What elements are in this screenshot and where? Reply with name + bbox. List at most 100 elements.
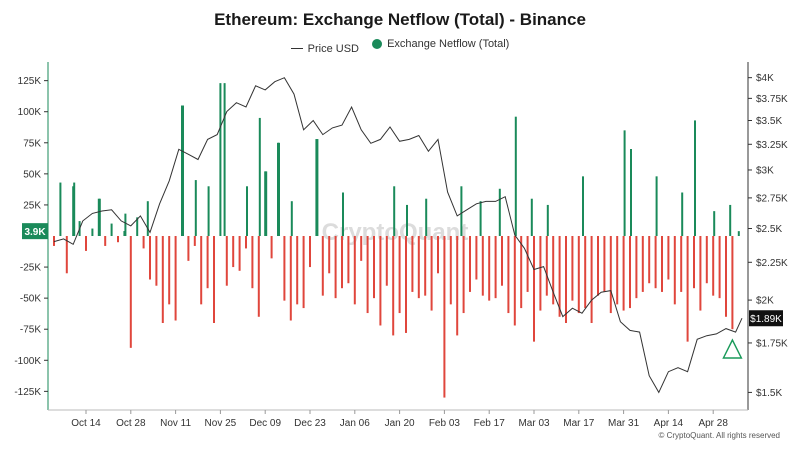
netflow-bar [258, 117, 261, 236]
netflow-bar [597, 236, 599, 296]
netflow-bar [405, 236, 407, 333]
netflow-bar [245, 236, 247, 249]
netflow-bar [149, 236, 151, 280]
right-tick-label: $3.25K [756, 140, 788, 151]
chart-title: Ethereum: Exchange Netflow (Total) - Bin… [214, 10, 586, 29]
netflow-bar [673, 236, 676, 305]
netflow-bar [168, 236, 171, 305]
x-tick-label: Jan 20 [385, 418, 415, 429]
netflow-bar [552, 236, 555, 305]
netflow-bar [302, 236, 305, 309]
netflow-bar [85, 236, 87, 251]
netflow-bar [257, 236, 260, 317]
netflow-bar [104, 236, 107, 246]
left-tick-label: 50K [23, 169, 41, 180]
netflow-bar [296, 236, 299, 305]
netflow-bar [321, 236, 324, 296]
x-tick-label: Apr 14 [654, 418, 684, 429]
netflow-bar [91, 228, 94, 236]
left-tick-label: -100K [14, 356, 41, 367]
netflow-bar [342, 192, 344, 236]
legend-item-netflow[interactable]: Exchange Netflow (Total) [372, 38, 509, 50]
right-tick-label: $2K [756, 296, 774, 307]
netflow-bar [443, 236, 446, 398]
netflow-bar [558, 236, 561, 317]
x-tick-label: Feb 17 [474, 418, 506, 429]
netflow-bar [225, 236, 228, 286]
x-tick-label: Mar 03 [518, 418, 550, 429]
netflow-bar [347, 236, 350, 284]
netflow-bar [530, 198, 533, 236]
netflow-bar [53, 236, 55, 246]
netflow-bar [341, 236, 343, 289]
right-tick-label: $4K [756, 73, 774, 84]
netflow-bar [430, 236, 433, 311]
netflow-bar [200, 236, 203, 305]
netflow-bar [142, 236, 145, 249]
netflow-bar [513, 236, 516, 326]
current-price-label: $1.89K [750, 314, 782, 325]
netflow-bar [571, 236, 574, 301]
legend-item-price[interactable]: Price USD [290, 42, 359, 55]
netflow-bar [246, 186, 248, 236]
x-tick-label: Jan 06 [340, 418, 370, 429]
netflow-bar [654, 236, 657, 289]
netflow-bar [411, 236, 414, 292]
left-tick-label: -50K [20, 294, 41, 305]
netflow-bar [514, 116, 517, 236]
netflow-bar [590, 236, 593, 323]
netflow-bar [290, 201, 293, 236]
netflow-bar [629, 236, 631, 309]
netflow-bar [705, 236, 708, 284]
netflow-bar [393, 186, 396, 236]
netflow-bar [124, 213, 127, 236]
netflow-bar [460, 186, 463, 236]
netflow-bar [117, 236, 119, 243]
netflow-bar [609, 236, 612, 314]
netflow-bar [623, 130, 626, 236]
right-tick-label: $2.25K [756, 258, 788, 269]
x-tick-label: Nov 11 [160, 418, 191, 429]
netflow-bar [533, 236, 535, 342]
netflow-bar [699, 236, 702, 311]
netflow-bar [283, 236, 286, 301]
netflow-bar [667, 236, 670, 280]
netflow-bar [182, 105, 184, 236]
netflow-bar [223, 83, 226, 236]
netflow-bar [328, 236, 331, 274]
x-tick-label: Feb 03 [429, 418, 461, 429]
netflow-bar [488, 236, 491, 301]
netflow-bar [681, 192, 684, 236]
right-tick-label: $3K [756, 165, 774, 176]
left-tick-label: 25K [23, 200, 41, 211]
netflow-bar [98, 198, 101, 236]
netflow-bar [219, 83, 222, 236]
netflow-bar [718, 236, 721, 299]
netflow-bar [406, 204, 408, 236]
netflow-bar [545, 236, 548, 296]
netflow-bar [309, 236, 311, 268]
netflow-bar [187, 236, 190, 261]
netflow-bar [316, 139, 319, 236]
netflow-bar [731, 236, 734, 330]
current-netflow-label: 3.9K [24, 227, 46, 238]
right-tick-label: $3.75K [756, 94, 788, 105]
netflow-bar [616, 236, 619, 305]
legend-label-price: Price USD [307, 42, 359, 55]
left-tick-label: 75K [23, 138, 41, 149]
x-tick-label: Mar 31 [608, 418, 640, 429]
netflow-bar [526, 236, 529, 292]
x-tick-label: Mar 17 [563, 418, 595, 429]
netflow-bar [385, 236, 388, 286]
left-tick-label: 100K [18, 107, 42, 118]
netflow-bar [353, 236, 356, 305]
netflow-bar [213, 236, 215, 323]
legend-dot-swatch [372, 39, 383, 49]
legend-label-netflow: Exchange Netflow (Total) [387, 38, 510, 50]
netflow-bar [494, 236, 497, 299]
netflow-bar [238, 236, 241, 271]
netflow-bar [207, 186, 210, 236]
netflow-bar [603, 236, 606, 292]
